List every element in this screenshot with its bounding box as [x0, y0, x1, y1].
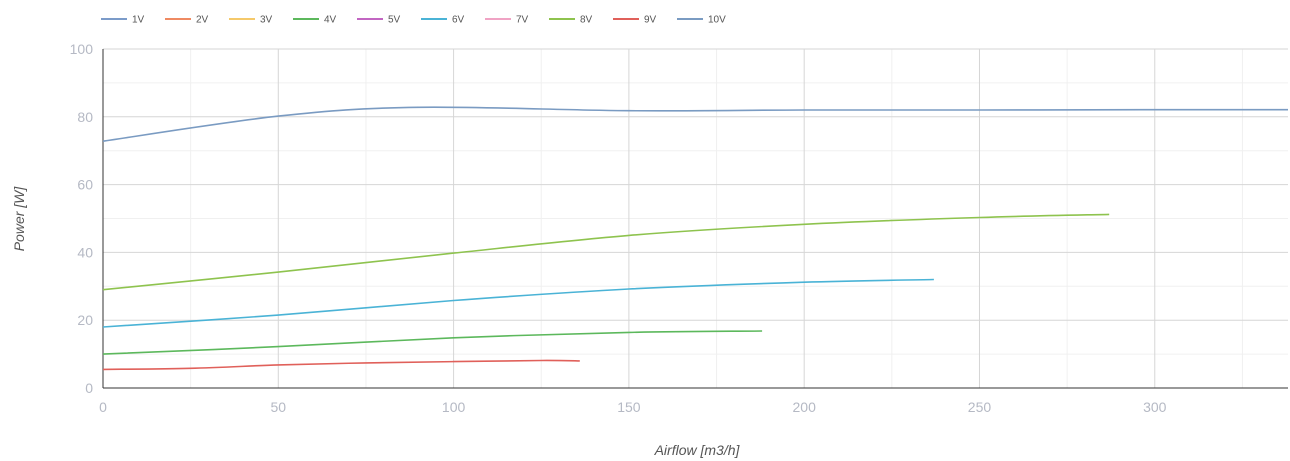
- x-tick-label: 100: [442, 399, 466, 415]
- y-tick-label: 60: [77, 177, 93, 193]
- series-line-9v: [102, 359, 580, 371]
- legend-label: 4V: [324, 15, 337, 26]
- legend-label: 9V: [644, 15, 657, 26]
- y-axis-title: Power [W]: [11, 186, 27, 252]
- legend-item-9v[interactable]: 9V: [613, 15, 657, 26]
- legend-label: 5V: [388, 15, 401, 26]
- legend-item-7v[interactable]: 7V: [485, 15, 529, 26]
- series-line: [102, 278, 934, 328]
- axes: 0 50 100 150 200 250 300 0 20 40 60 80 100: [70, 41, 1288, 415]
- legend-label: 8V: [580, 15, 593, 26]
- legend-label: 3V: [260, 15, 273, 26]
- x-tick-label: 300: [1143, 399, 1167, 415]
- legend-label: 1V: [132, 15, 145, 26]
- legend-label: 7V: [516, 15, 529, 26]
- x-tick-label: 200: [793, 399, 817, 415]
- y-tick-label: 20: [77, 312, 93, 328]
- series-line-8v: [102, 213, 1110, 291]
- y-tick-label: 0: [85, 380, 93, 396]
- legend-item-3v[interactable]: 3V: [229, 15, 273, 26]
- legend-item-4v[interactable]: 4V: [293, 15, 337, 26]
- y-tick-label: 100: [70, 41, 94, 57]
- series-line: [102, 330, 763, 355]
- y-tick-label: 80: [77, 109, 93, 125]
- series-lines: [102, 106, 1289, 371]
- legend-label: 6V: [452, 15, 465, 26]
- legend-item-2v[interactable]: 2V: [165, 15, 209, 26]
- legend-label: 10V: [708, 15, 726, 26]
- legend-item-6v[interactable]: 6V: [421, 15, 465, 26]
- x-tick-label: 50: [271, 399, 287, 415]
- series-line-10v: [102, 106, 1289, 142]
- legend-label: 2V: [196, 15, 209, 26]
- y-tick-label: 40: [77, 244, 93, 260]
- x-axis-title: Airflow [m3/h]: [654, 442, 741, 458]
- x-tick-label: 150: [617, 399, 641, 415]
- legend-item-8v[interactable]: 8V: [549, 15, 593, 26]
- grid: [103, 48, 1288, 389]
- legend[interactable]: 1V 2V 3V 4V 5V 6V 7V 8V 9V 10V: [101, 15, 726, 26]
- legend-item-10v[interactable]: 10V: [677, 15, 726, 26]
- x-tick-label: 250: [968, 399, 992, 415]
- legend-item-1v[interactable]: 1V: [101, 15, 145, 26]
- legend-item-5v[interactable]: 5V: [357, 15, 401, 26]
- x-tick-label: 0: [99, 399, 107, 415]
